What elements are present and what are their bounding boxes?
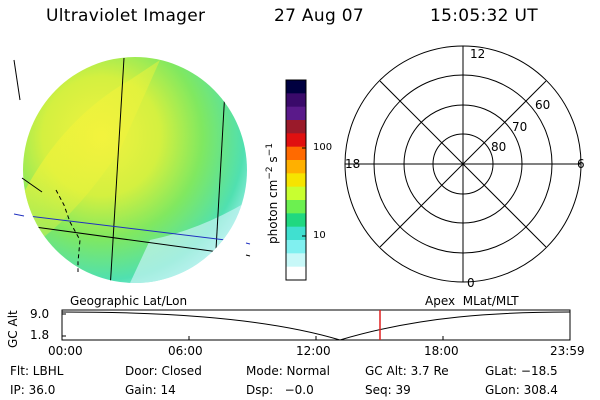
colorbar-segment	[286, 200, 306, 214]
lat-label-80: 80	[491, 140, 507, 154]
colorbar-unit-label: photon cm−2 s−1	[265, 143, 280, 244]
colorbar-tick-100: 100	[313, 142, 333, 153]
glat-info: GLat: −18.5	[485, 364, 558, 378]
altitude-y-tick-low: 1.8	[30, 328, 50, 342]
time-label: 15:05:32 UT	[430, 6, 538, 26]
colorbar-segment	[286, 253, 306, 268]
colorbar-segment	[286, 266, 306, 281]
colorbar	[285, 79, 307, 281]
colorbar-segment	[286, 186, 306, 201]
colorbar-segment	[286, 213, 306, 228]
altitude-y-tick-high: 9.0	[30, 307, 50, 321]
altitude-y-label: GC Alt	[6, 310, 20, 348]
auroral-image	[13, 57, 251, 283]
altitude-x-tick: 06:00	[168, 344, 203, 358]
mlt-label-0: 0	[467, 276, 475, 290]
colorbar-segment	[286, 93, 306, 108]
instrument-title: Ultraviolet Imager	[46, 6, 206, 26]
colorbar-segment	[286, 80, 306, 94]
gain-info: Gain: 14	[125, 383, 176, 397]
lat-label-60: 60	[535, 98, 551, 112]
colorbar-frame	[285, 79, 307, 281]
mlt-label-18: 18	[345, 157, 361, 171]
mlt-label-12: 12	[470, 47, 486, 61]
altitude-x-tick: 00:00	[48, 344, 83, 358]
ip-info: IP: 36.0	[10, 383, 56, 397]
altitude-x-tick: 23:59	[550, 344, 585, 358]
polar-diagonal-2	[379, 80, 547, 248]
date-label: 27 Aug 07	[274, 6, 364, 26]
colorbar-segment	[286, 120, 306, 134]
door-info: Door: Closed	[125, 364, 202, 378]
altitude-plot	[61, 309, 571, 341]
colorbar-segment	[286, 133, 306, 148]
polar-grid	[344, 45, 582, 283]
mlt-label-6: 6	[577, 157, 585, 171]
apex-projection-label: Apex MLat/MLT	[425, 294, 519, 308]
filter-info: Flt: LBHL	[10, 364, 64, 378]
colorbar-segment	[286, 240, 306, 254]
seq-info: Seq: 39	[365, 383, 411, 397]
altitude-x-tick: 18:00	[424, 344, 459, 358]
altitude-curve	[61, 311, 571, 341]
mode-info: Mode: Normal	[246, 364, 330, 378]
altitude-x-tick: 12:00	[296, 344, 331, 358]
lat-label-70: 70	[512, 120, 528, 134]
geographic-projection-label: Geographic Lat/Lon	[70, 294, 188, 308]
colorbar-segment	[286, 226, 306, 241]
colorbar-segment	[286, 106, 306, 121]
colorbar-segment	[286, 146, 306, 161]
gc-alt-info: GC Alt: 3.7 Re	[365, 364, 449, 378]
glon-info: GLon: 308.4	[485, 383, 558, 397]
colorbar-segment	[286, 160, 306, 174]
colorbar-segment	[286, 173, 306, 188]
colorbar-tick-10: 10	[313, 230, 326, 241]
dsp-info: Dsp: −0.0	[246, 383, 314, 397]
